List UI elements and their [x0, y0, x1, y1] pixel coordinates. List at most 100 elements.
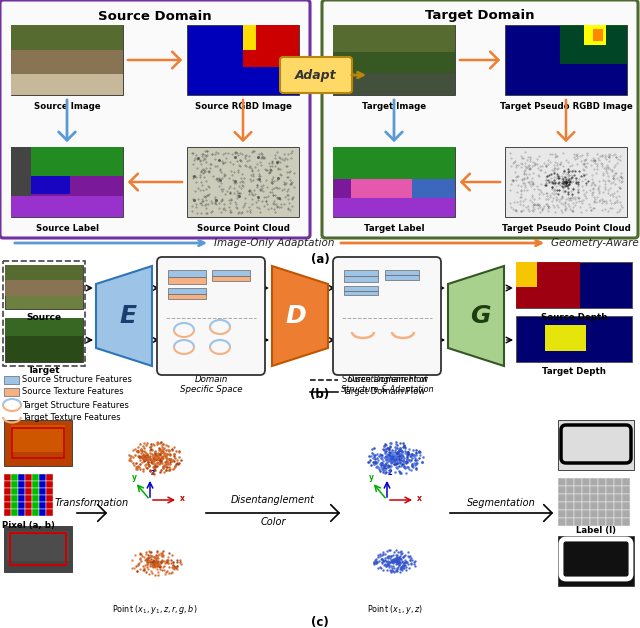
- Point: [525, 153, 535, 163]
- Point: [390, 556, 400, 566]
- Point: [381, 444, 391, 454]
- Point: [551, 188, 561, 198]
- Point: [408, 450, 418, 460]
- Point: [522, 172, 532, 182]
- Point: [404, 449, 415, 459]
- Point: [529, 200, 540, 210]
- Bar: [385, 270, 419, 275]
- Point: [253, 169, 264, 179]
- Point: [157, 548, 167, 558]
- Point: [392, 457, 403, 467]
- Point: [169, 451, 179, 461]
- Point: [138, 446, 148, 456]
- Point: [582, 148, 592, 158]
- Point: [382, 454, 392, 464]
- Point: [381, 467, 391, 477]
- Point: [564, 175, 574, 185]
- Point: [369, 450, 380, 460]
- Point: [391, 453, 401, 463]
- Point: [550, 207, 560, 217]
- Point: [542, 192, 552, 202]
- Bar: [25, 495, 32, 502]
- Text: Target Structure Features: Target Structure Features: [22, 401, 129, 409]
- Point: [410, 464, 420, 474]
- Point: [549, 179, 559, 189]
- Point: [170, 461, 180, 471]
- Bar: [4, 474, 11, 481]
- Point: [156, 457, 166, 467]
- Point: [387, 558, 397, 568]
- Point: [387, 551, 397, 561]
- Point: [557, 174, 568, 184]
- Point: [581, 163, 591, 173]
- Point: [392, 558, 403, 568]
- Point: [131, 464, 141, 474]
- Point: [393, 555, 403, 565]
- Point: [518, 196, 529, 206]
- Point: [381, 455, 392, 465]
- Point: [202, 146, 212, 156]
- Point: [145, 547, 156, 557]
- Point: [392, 452, 402, 462]
- Point: [525, 154, 535, 164]
- Point: [282, 190, 292, 200]
- Point: [145, 465, 156, 475]
- Point: [550, 181, 561, 191]
- Point: [163, 458, 173, 468]
- Point: [396, 453, 406, 463]
- Point: [568, 198, 579, 208]
- Point: [588, 177, 598, 187]
- Point: [543, 194, 554, 204]
- Point: [143, 550, 154, 560]
- FancyBboxPatch shape: [187, 25, 299, 95]
- Point: [371, 457, 381, 467]
- Point: [259, 201, 269, 211]
- Point: [285, 175, 296, 185]
- Bar: [622, 518, 630, 526]
- Point: [152, 452, 162, 462]
- Point: [609, 173, 619, 183]
- Point: [157, 561, 168, 571]
- Point: [536, 161, 547, 171]
- Point: [252, 174, 262, 184]
- Point: [272, 147, 282, 157]
- Point: [401, 557, 412, 567]
- Point: [563, 175, 573, 185]
- Point: [384, 545, 394, 555]
- Point: [520, 173, 530, 183]
- Point: [383, 453, 394, 463]
- Point: [390, 553, 400, 563]
- Point: [287, 200, 298, 210]
- Point: [396, 563, 406, 573]
- Bar: [590, 486, 598, 494]
- Point: [234, 191, 244, 201]
- Point: [147, 555, 157, 565]
- Point: [389, 452, 399, 462]
- Point: [380, 553, 390, 563]
- Point: [384, 450, 394, 460]
- Point: [391, 462, 401, 472]
- Point: [407, 460, 417, 470]
- Point: [519, 185, 529, 195]
- Point: [236, 183, 246, 193]
- Point: [196, 159, 206, 169]
- Point: [245, 207, 255, 217]
- Point: [391, 452, 401, 462]
- Point: [574, 196, 584, 206]
- Point: [588, 174, 598, 184]
- Point: [271, 201, 282, 211]
- Point: [204, 166, 214, 176]
- Text: Source RGBD Image: Source RGBD Image: [195, 102, 291, 111]
- Point: [398, 458, 408, 468]
- Bar: [168, 277, 206, 284]
- Point: [564, 201, 574, 211]
- Point: [508, 175, 518, 185]
- Text: Source Depth: Source Depth: [541, 313, 607, 322]
- Point: [152, 453, 162, 463]
- Point: [280, 179, 290, 189]
- Point: [579, 195, 589, 205]
- Point: [557, 183, 568, 193]
- Point: [284, 172, 294, 182]
- Point: [553, 178, 563, 188]
- Point: [418, 452, 428, 462]
